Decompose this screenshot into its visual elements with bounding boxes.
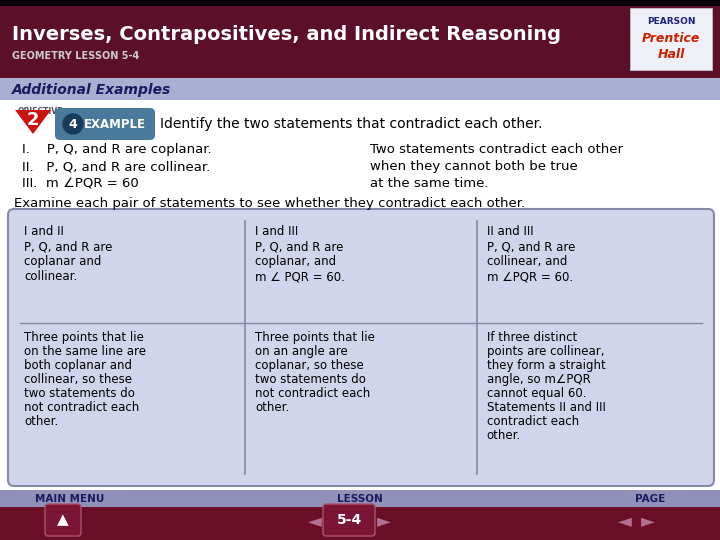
Text: OBJECTIVE: OBJECTIVE [18,107,63,116]
Text: cannot equal 60.: cannot equal 60. [487,387,586,400]
Text: on an angle are: on an angle are [256,345,348,358]
Text: GEOMETRY LESSON 5-4: GEOMETRY LESSON 5-4 [12,51,139,61]
Text: Two statements contradict each other: Two statements contradict each other [370,143,623,156]
Text: ►: ► [641,512,655,530]
Text: coplanar, so these: coplanar, so these [256,359,364,372]
Text: two statements do: two statements do [24,387,135,400]
Text: 5-4: 5-4 [336,513,361,527]
Bar [0,100,720,485]
FancyBboxPatch shape [323,504,375,536]
Text: Statements II and III: Statements II and III [487,401,606,414]
Text: collinear, so these: collinear, so these [24,373,132,386]
Text: points are collinear,: points are collinear, [487,345,604,358]
Text: II.   P, Q, and R are collinear.: II. P, Q, and R are collinear. [22,160,210,173]
Text: Inverses, Contrapositives, and Indirect Reasoning: Inverses, Contrapositives, and Indirect … [12,24,561,44]
Text: not contradict each: not contradict each [256,387,371,400]
Text: ▲: ▲ [57,512,69,528]
Bar [0,78,720,100]
Bar [0,0,720,6]
Text: I and II: I and II [24,225,64,238]
Text: ◄: ◄ [308,512,322,530]
Polygon shape [15,110,51,134]
Bar [0,490,720,540]
Text: Examine each pair of statements to see whether they contradict each other.: Examine each pair of statements to see w… [14,197,525,210]
Text: I.    P, Q, and R are coplanar.: I. P, Q, and R are coplanar. [22,143,212,156]
Text: coplanar and: coplanar and [24,255,102,268]
Bar [0,6,720,78]
Text: collinear.: collinear. [24,270,77,283]
Text: II and III: II and III [487,225,534,238]
Text: PAGE: PAGE [635,494,665,504]
Text: 4: 4 [68,118,77,131]
Text: Identify the two statements that contradict each other.: Identify the two statements that contrad… [160,117,542,131]
Text: other.: other. [487,429,521,442]
Text: ◄: ◄ [618,512,632,530]
Text: not contradict each: not contradict each [24,401,139,414]
Text: ►: ► [377,512,391,530]
Text: other.: other. [256,401,289,414]
Text: m ∠ PQR = 60.: m ∠ PQR = 60. [256,270,345,283]
Text: on the same line are: on the same line are [24,345,146,358]
Bar [0,490,720,507]
Circle shape [63,114,83,134]
Text: Three points that lie: Three points that lie [256,331,375,344]
Text: Three points that lie: Three points that lie [24,331,144,344]
Text: collinear, and: collinear, and [487,255,567,268]
Text: coplanar, and: coplanar, and [256,255,336,268]
Text: they form a straight: they form a straight [487,359,606,372]
Text: P, Q, and R are: P, Q, and R are [24,240,112,253]
Text: PEARSON: PEARSON [647,17,696,26]
Text: when they cannot both be true: when they cannot both be true [370,160,577,173]
Text: 2: 2 [27,111,40,129]
Text: at the same time.: at the same time. [370,177,488,190]
Text: I and III: I and III [256,225,299,238]
Text: If three distinct: If three distinct [487,331,577,344]
FancyBboxPatch shape [55,108,155,140]
Text: Additional Examples: Additional Examples [12,83,171,97]
Text: LESSON: LESSON [337,494,383,504]
FancyBboxPatch shape [8,209,714,486]
Text: P, Q, and R are: P, Q, and R are [487,240,575,253]
Text: two statements do: two statements do [256,373,366,386]
Bar [630,8,712,70]
Text: Prentice: Prentice [642,31,700,44]
Text: angle, so m∠PQR: angle, so m∠PQR [487,373,590,386]
Text: both coplanar and: both coplanar and [24,359,132,372]
Text: other.: other. [24,415,58,428]
Text: III.  m ∠PQR = 60: III. m ∠PQR = 60 [22,177,139,190]
Text: P, Q, and R are: P, Q, and R are [256,240,343,253]
Text: contradict each: contradict each [487,415,579,428]
Text: m ∠PQR = 60.: m ∠PQR = 60. [487,270,573,283]
Text: Hall: Hall [657,48,685,60]
Text: MAIN MENU: MAIN MENU [35,494,104,504]
FancyBboxPatch shape [45,504,81,536]
Text: EXAMPLE: EXAMPLE [84,118,146,131]
